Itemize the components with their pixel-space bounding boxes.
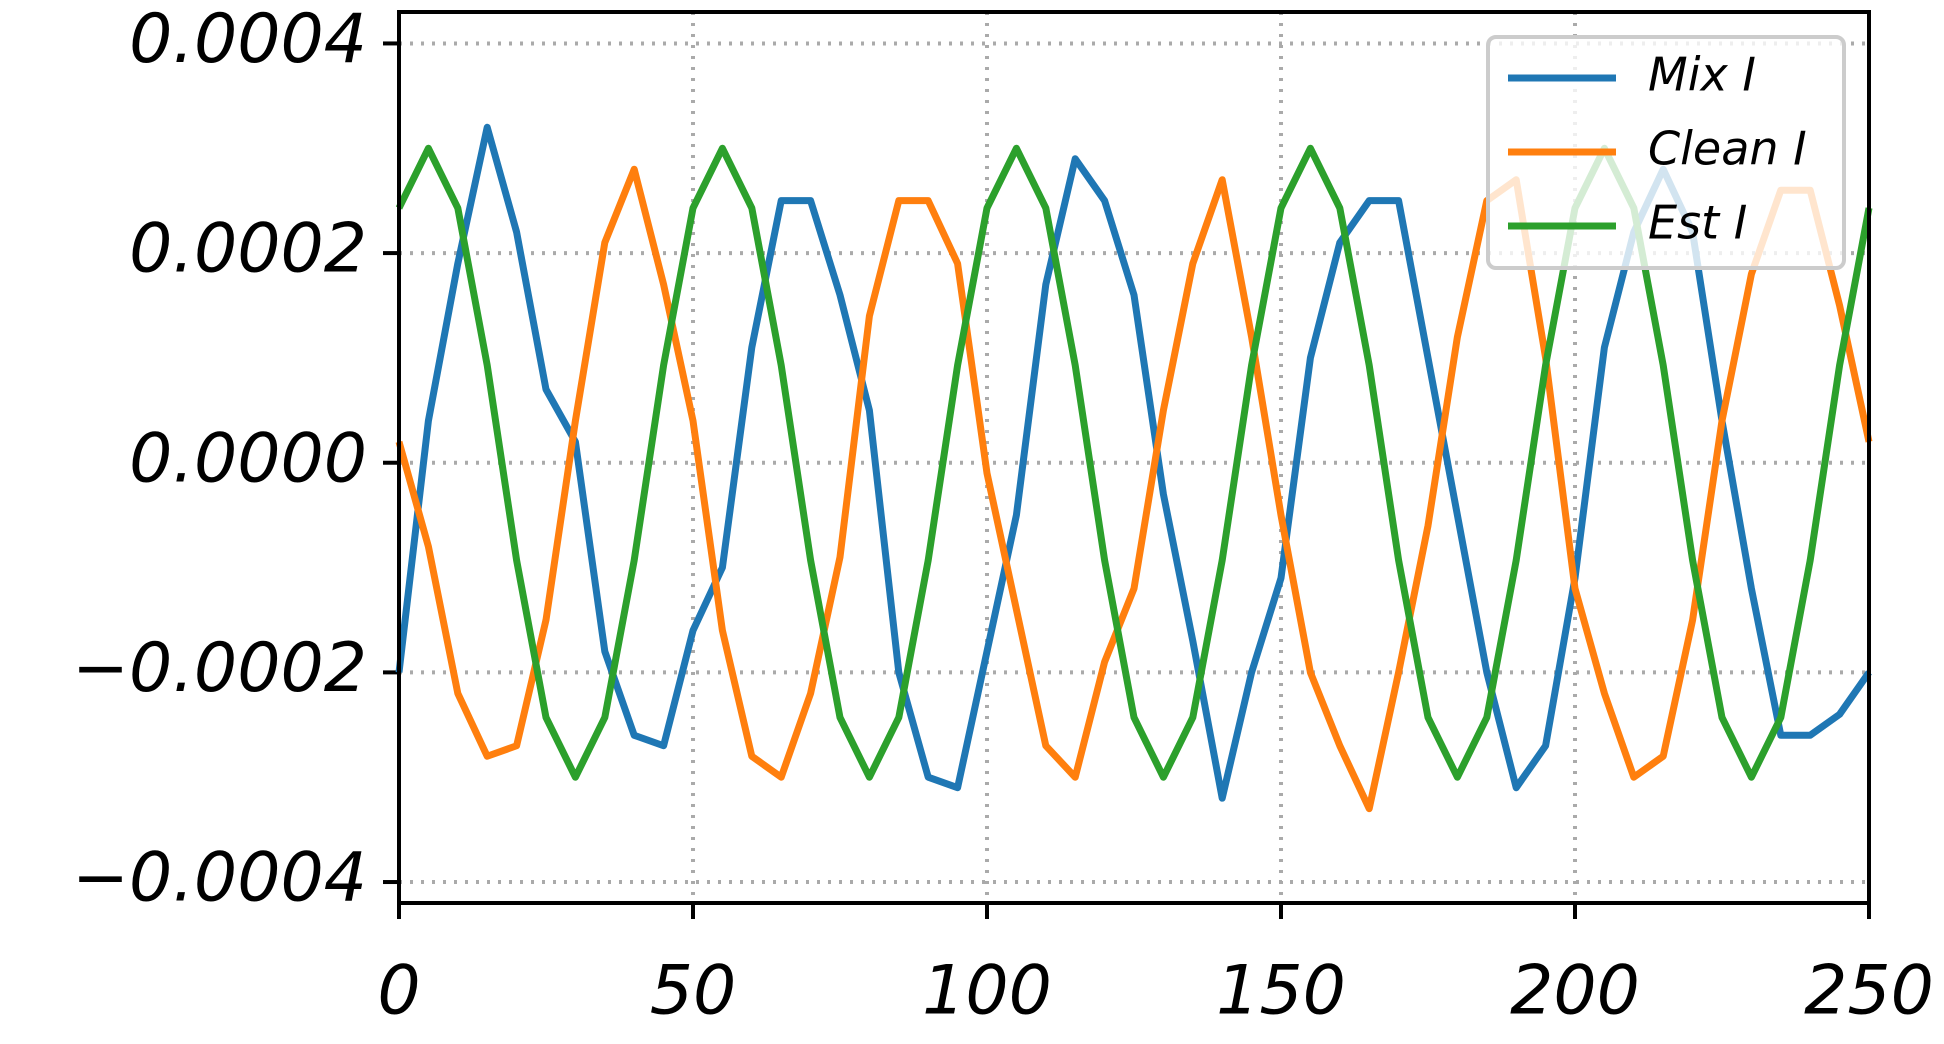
legend-box	[1486, 35, 1846, 270]
y-tick-label: 0.0002	[129, 210, 367, 289]
series-line	[395, 165, 1873, 813]
y-tick-label: −0.0002	[72, 629, 367, 708]
legend: Mix I Clean I Est I	[1486, 35, 1846, 270]
x-tick-label: 50	[650, 952, 737, 1031]
legend-label: Est I	[1648, 196, 1747, 250]
x-tick-label: 200	[1510, 952, 1640, 1031]
y-tick-label: 0.0004	[129, 0, 367, 79]
series-line	[395, 123, 1872, 802]
legend-label: Clean I	[1648, 122, 1807, 176]
legend-label: Mix I	[1648, 48, 1756, 102]
x-tick-label: 0	[377, 952, 420, 1031]
x-tick-label: 100	[922, 952, 1052, 1031]
x-tick-label: 250	[1804, 952, 1934, 1031]
y-tick-label: −0.0004	[72, 839, 367, 918]
y-tick-label: 0.0000	[129, 419, 367, 498]
x-tick-label: 150	[1216, 952, 1346, 1031]
plot-frame	[397, 10, 1871, 905]
